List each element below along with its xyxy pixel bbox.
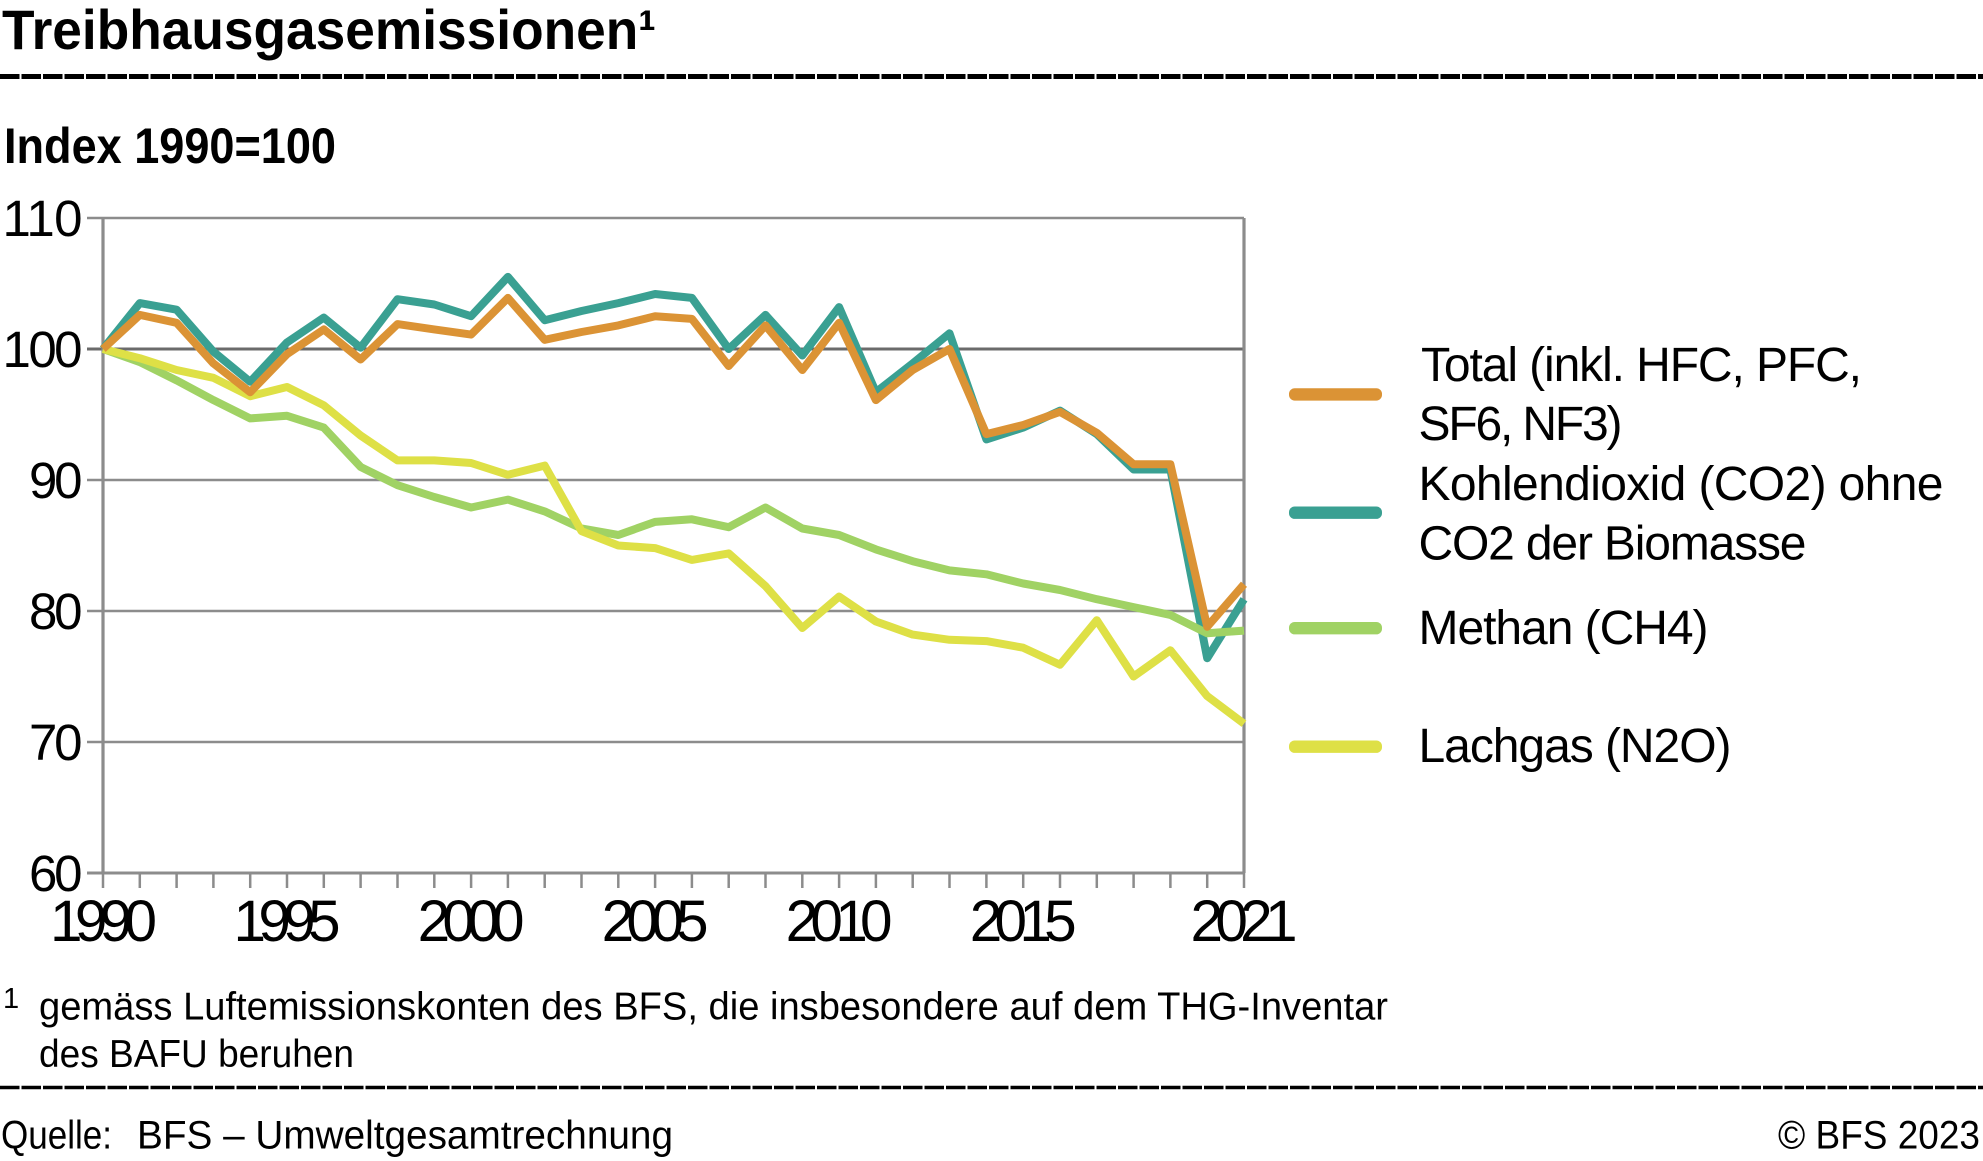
svg-text:© BFS 2023: © BFS 2023 xyxy=(1778,1114,1980,1158)
svg-text:90: 90 xyxy=(29,452,83,509)
svg-text:60: 60 xyxy=(29,845,83,902)
svg-text:80: 80 xyxy=(29,583,83,640)
svg-text:Lachgas (N2O): Lachgas (N2O) xyxy=(1419,720,1732,773)
svg-text:Methan (CH4): Methan (CH4) xyxy=(1419,602,1709,655)
svg-text:2010: 2010 xyxy=(786,889,893,954)
svg-text:70: 70 xyxy=(29,714,83,771)
svg-text:2000: 2000 xyxy=(418,889,525,954)
svg-text:SF6, NF3): SF6, NF3) xyxy=(1419,398,1623,451)
svg-text:Quelle:: Quelle: xyxy=(1,1114,112,1158)
svg-text:CO2 der Biomasse: CO2 der Biomasse xyxy=(1419,518,1807,571)
svg-text:1990: 1990 xyxy=(50,889,157,954)
svg-text:1: 1 xyxy=(3,983,19,1015)
svg-text:BFS – Umweltgesamtrechnung: BFS – Umweltgesamtrechnung xyxy=(137,1114,673,1158)
svg-text:110: 110 xyxy=(3,190,83,247)
svg-text:2015: 2015 xyxy=(970,889,1077,954)
svg-text:1995: 1995 xyxy=(234,889,341,954)
svg-text:Treibhausgasemissionen¹: Treibhausgasemissionen¹ xyxy=(2,0,656,61)
svg-text:Index 1990=100: Index 1990=100 xyxy=(4,118,336,174)
svg-text:2005: 2005 xyxy=(602,889,709,954)
svg-text:des BAFU beruhen: des BAFU beruhen xyxy=(39,1033,354,1076)
svg-text:gemäss Luftemissionskonten des: gemäss Luftemissionskonten des BFS, die … xyxy=(39,986,1388,1029)
svg-text:Kohlendioxid (CO2) ohne: Kohlendioxid (CO2) ohne xyxy=(1419,458,1944,511)
svg-text:2021: 2021 xyxy=(1191,889,1298,954)
svg-text:Total (inkl. HFC, PFC,: Total (inkl. HFC, PFC, xyxy=(1421,339,1862,392)
svg-text:100: 100 xyxy=(3,321,83,378)
